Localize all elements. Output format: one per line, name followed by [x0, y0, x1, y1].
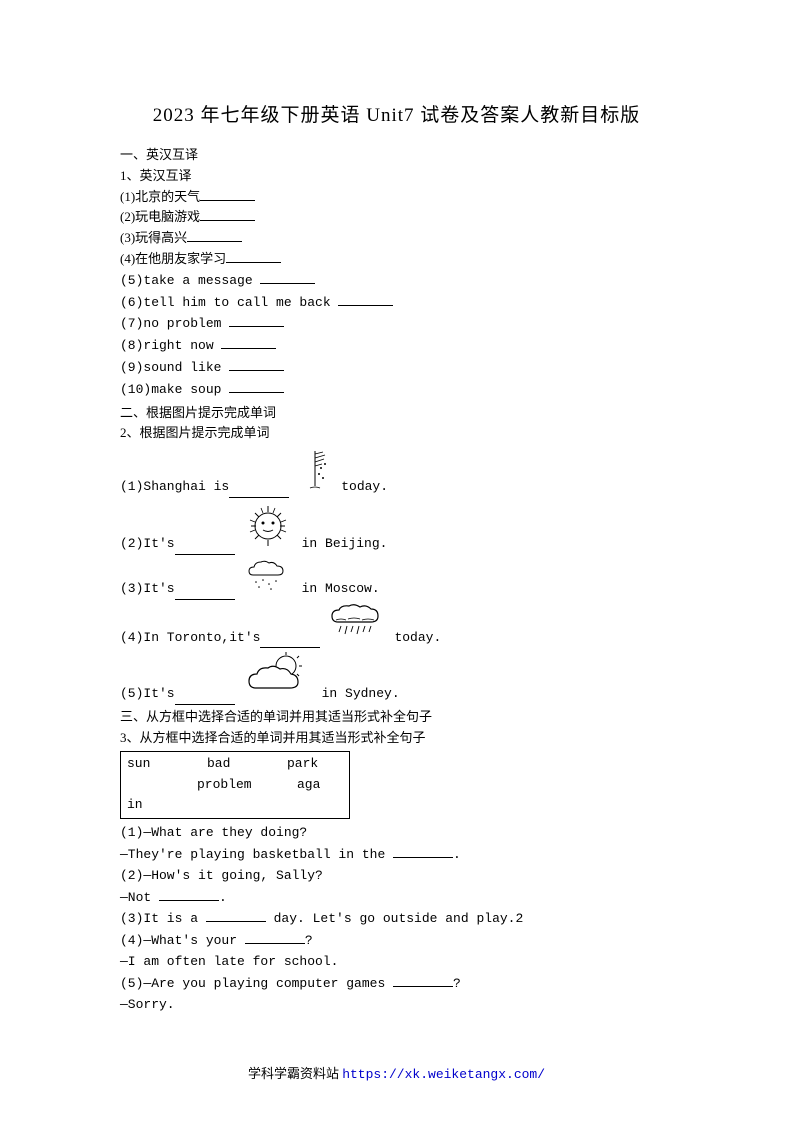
- s2-item-5: (5)It's in Sydney.: [120, 650, 673, 705]
- section1-header: 一、英汉互译: [120, 145, 673, 166]
- section2-subheader: 2、根据图片提示完成单词: [120, 423, 673, 444]
- s1-item-7: (7)no problem: [120, 313, 673, 335]
- footer-url[interactable]: https://xk.weiketangx.com/: [342, 1067, 545, 1082]
- snowy-icon: [241, 557, 296, 600]
- s2-item-1: (1)Shanghai is today.: [120, 446, 673, 498]
- page-footer: 学科学霸资料站 https://xk.weiketangx.com/: [0, 1063, 793, 1082]
- s1-item-1: (1)北京的天气: [120, 187, 673, 208]
- s1-item-6: (6)tell him to call me back: [120, 292, 673, 314]
- sunny-icon: [241, 500, 296, 555]
- s1-item-8: (8)right now: [120, 335, 673, 357]
- s1-item-9: (9)sound like: [120, 357, 673, 379]
- s3-q2: (2)—How's it going, Sally?: [120, 866, 673, 887]
- content-body: 一、英汉互译 1、英汉互译 (1)北京的天气 (2)玩电脑游戏 (3)玩得高兴 …: [120, 145, 673, 1015]
- s3-a2: —Not .: [120, 887, 673, 909]
- section2-header: 二、根据图片提示完成单词: [120, 403, 673, 424]
- s3-q4: (4)—What's your ?: [120, 930, 673, 952]
- section3-header: 三、从方框中选择合适的单词并用其适当形式补全句子: [120, 707, 673, 728]
- s2-item-4: (4)In Toronto,it's today.: [120, 602, 673, 649]
- rainy-icon: [326, 602, 388, 649]
- s1-item-4: (4)在他朋友家学习: [120, 249, 673, 270]
- s1-item-2: (2)玩电脑游戏: [120, 207, 673, 228]
- s2-item-2: (2)It's in Beijing.: [120, 500, 673, 555]
- windy-icon: [295, 446, 335, 498]
- s1-item-5: (5)take a message: [120, 270, 673, 292]
- s3-a1: —They're playing basketball in the .: [120, 844, 673, 866]
- cloudy-icon: [241, 650, 316, 705]
- s1-item-10: (10)make soup: [120, 379, 673, 401]
- s1-item-3: (3)玩得高兴: [120, 228, 673, 249]
- s3-a5: —Sorry.: [120, 995, 673, 1016]
- page-title: 2023 年七年级下册英语 Unit7 试卷及答案人教新目标版: [120, 100, 673, 127]
- word-box: sun bad park problem aga in: [120, 751, 350, 819]
- section1-subheader: 1、英汉互译: [120, 166, 673, 187]
- s3-q1: (1)—What are they doing?: [120, 823, 673, 844]
- s3-q5: (5)—Are you playing computer games ?: [120, 973, 673, 995]
- s2-item-3: (3)It's in Moscow.: [120, 557, 673, 600]
- footer-label: 学科学霸资料站: [248, 1066, 342, 1081]
- section3-subheader: 3、从方框中选择合适的单词并用其适当形式补全句子: [120, 728, 673, 749]
- s3-a4: —I am often late for school.: [120, 952, 673, 973]
- s3-q3: (3)It is a day. Let's go outside and pla…: [120, 908, 673, 930]
